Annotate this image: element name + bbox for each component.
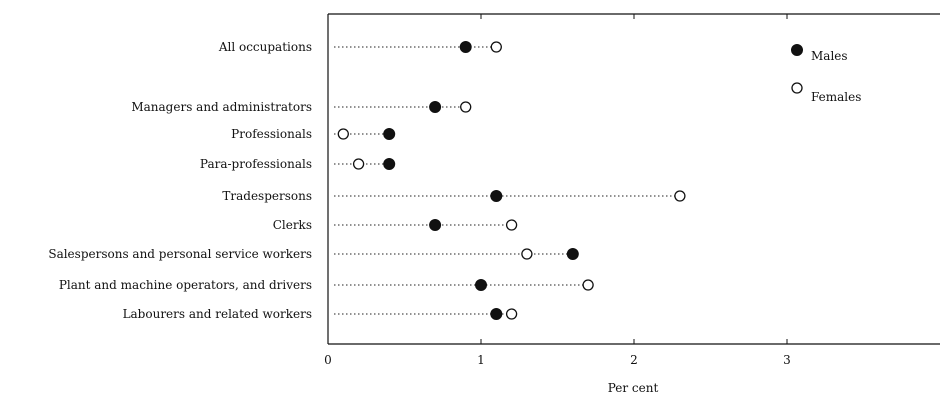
male-point bbox=[475, 279, 487, 291]
male-point bbox=[383, 158, 396, 170]
female-point bbox=[674, 190, 686, 202]
male-point bbox=[459, 41, 472, 53]
female-point bbox=[337, 128, 349, 140]
axes: 0 1 2 3 bbox=[324, 13, 940, 367]
category-label: Labourers and related workers bbox=[123, 307, 312, 321]
category-label: Plant and machine operators, and drivers bbox=[59, 278, 312, 292]
female-point bbox=[582, 279, 594, 291]
male-point bbox=[383, 128, 396, 140]
male-point bbox=[490, 308, 503, 320]
category-label: Tradespersons bbox=[222, 189, 312, 203]
x-tick-label: 3 bbox=[783, 353, 791, 367]
legend: Males Females bbox=[791, 44, 861, 104]
male-point bbox=[490, 190, 503, 202]
female-point bbox=[352, 158, 365, 170]
x-axis-title: Per cent bbox=[608, 381, 659, 395]
female-point bbox=[521, 248, 533, 260]
male-point bbox=[429, 101, 442, 113]
category-label: Para-professionals bbox=[200, 157, 312, 171]
legend-female-label: Females bbox=[811, 90, 861, 104]
female-point bbox=[490, 41, 502, 53]
male-point bbox=[566, 248, 579, 260]
category-label: Professionals bbox=[231, 127, 312, 141]
dotted-connectors bbox=[334, 46, 680, 315]
category-labels: All occupations Managers and administrato… bbox=[48, 40, 312, 321]
legend-male-marker bbox=[791, 44, 803, 56]
data-points bbox=[337, 41, 686, 320]
legend-female-marker bbox=[791, 82, 803, 94]
male-point bbox=[429, 219, 442, 231]
x-tick-label: 2 bbox=[630, 353, 638, 367]
x-tick-label: 1 bbox=[477, 353, 485, 367]
female-point bbox=[505, 219, 518, 231]
female-point bbox=[505, 308, 518, 320]
category-label: Clerks bbox=[273, 218, 312, 232]
legend-male-label: Males bbox=[811, 49, 848, 63]
category-label: Salespersons and personal service worker… bbox=[48, 247, 312, 261]
female-point bbox=[460, 101, 472, 113]
x-tick-label: 0 bbox=[324, 353, 332, 367]
category-label: All occupations bbox=[218, 40, 312, 54]
category-label: Managers and administrators bbox=[131, 100, 312, 114]
